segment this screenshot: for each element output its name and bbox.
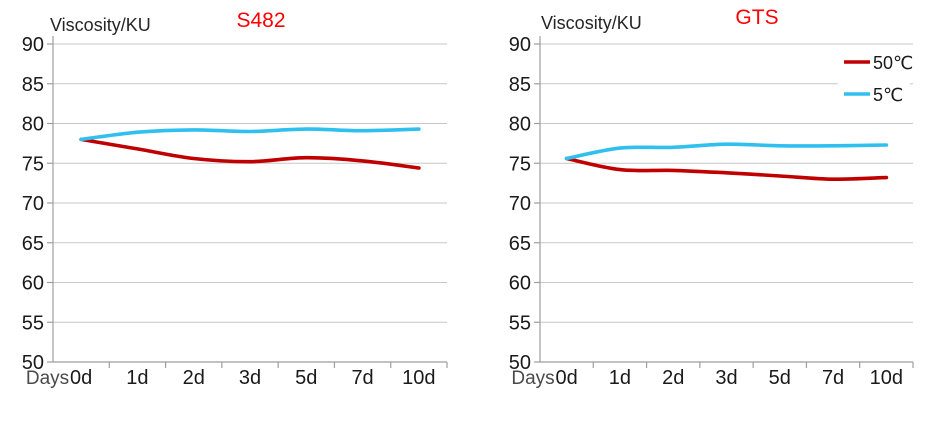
y-tick-label: 65 [22, 233, 44, 255]
y-tick-label: 55 [22, 312, 44, 334]
y-tick-label: 85 [22, 74, 44, 96]
legend-label: 5℃ [873, 85, 903, 105]
series-line-50c [79, 137, 421, 170]
x-tick-label: 0d [70, 367, 92, 389]
series-line-50c [564, 156, 889, 182]
chart-gts: 50 55 60 65 70 75 80 85 90 0d 1d 2d 3d 5d 7d 10d Days Vis… [466, 0, 933, 421]
y-tick-label: 60 [509, 273, 531, 295]
y-tick-label: 90 [22, 34, 44, 56]
x-tick-label: 0d [556, 367, 578, 389]
y-axis-unit-label: Viscosity/KU [50, 15, 151, 35]
y-tick-label: 90 [509, 34, 531, 56]
y-tick-label: 85 [509, 74, 531, 96]
y-axis-unit-label: Viscosity/KU [541, 13, 642, 33]
y-tick-label: 80 [509, 114, 531, 136]
legend-background [838, 46, 910, 110]
x-tick-label: 7d [351, 367, 373, 389]
y-tick-label: 70 [509, 193, 531, 215]
chart-title: GTS [735, 6, 778, 29]
x-tick-label: 5d [295, 367, 317, 389]
chart-title: S482 [236, 9, 285, 32]
y-tick-label: 65 [509, 233, 531, 255]
legend-label: 50℃ [873, 53, 913, 73]
y-tick-label: 60 [22, 273, 44, 295]
y-tick-label: 70 [22, 193, 44, 215]
chart-s482: 50 55 60 65 70 75 80 85 90 0d 1d 2d 3d 5d 7d 10d Days Vis… [0, 0, 466, 421]
y-tick-label: 50 [22, 352, 44, 374]
series-line-5c [564, 142, 889, 161]
y-tick-label: 75 [509, 153, 531, 175]
y-tick-label: 80 [22, 114, 44, 136]
x-tick-label: 1d [126, 367, 148, 389]
y-tick-label: 75 [22, 153, 44, 175]
x-tick-label: 2d [662, 367, 684, 389]
x-tick-label: 7d [822, 367, 844, 389]
x-axis-title: Days [511, 368, 554, 389]
x-tick-label: 1d [609, 367, 631, 389]
x-tick-label: 10d [870, 367, 903, 389]
x-axis-title: Days [26, 368, 69, 389]
x-tick-label: 3d [715, 367, 737, 389]
chart-s482-svg: 50 55 60 65 70 75 80 85 90 0d 1d 2d 3d 5d 7d 10d Days Vis… [22, 9, 448, 389]
y-tick-label: 55 [509, 312, 531, 334]
x-tick-label: 3d [239, 367, 261, 389]
x-tick-label: 2d [183, 367, 205, 389]
x-tick-label: 10d [402, 367, 435, 389]
chart-gts-svg: 50 55 60 65 70 75 80 85 90 0d 1d 2d 3d 5d 7d 10d Days Vis… [509, 6, 914, 389]
y-tick-label: 50 [509, 352, 531, 374]
x-tick-label: 5d [769, 367, 791, 389]
series-line-5c [79, 127, 421, 142]
